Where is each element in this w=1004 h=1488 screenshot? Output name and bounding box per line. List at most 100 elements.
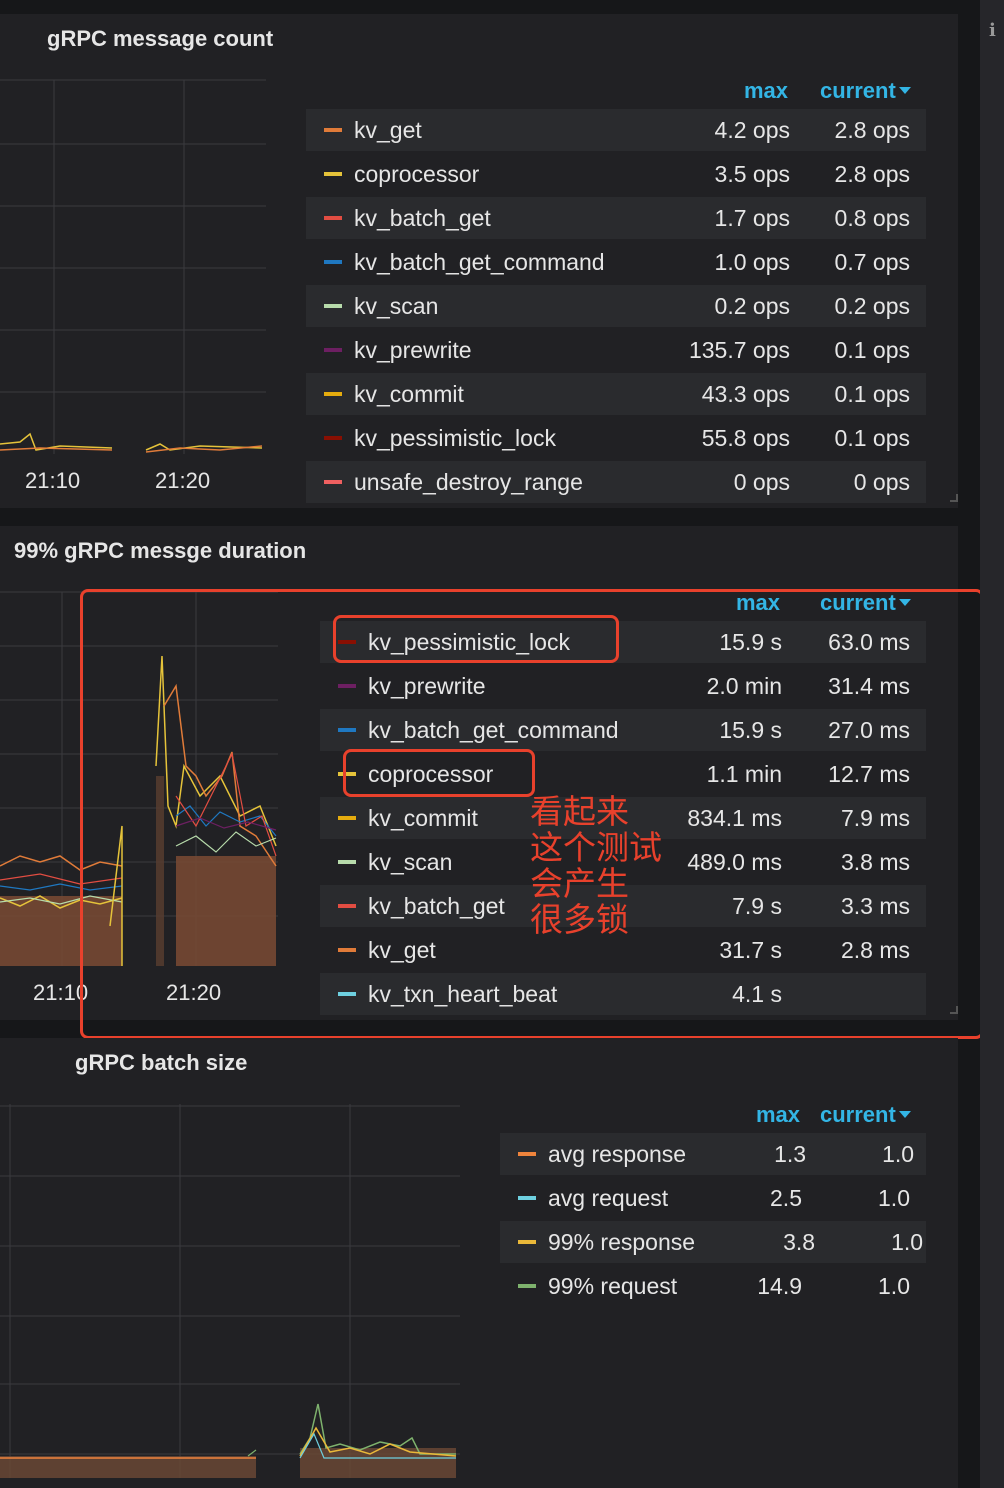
scrollbar-track[interactable] xyxy=(980,0,1004,1488)
series-max-value: 2.0 min xyxy=(706,672,782,699)
series-color-swatch[interactable] xyxy=(338,772,356,776)
series-color-swatch[interactable] xyxy=(338,684,356,688)
series-color-swatch[interactable] xyxy=(338,948,356,952)
legend-row[interactable]: avg response 1.3 1.0 xyxy=(500,1133,926,1175)
panel-title[interactable]: gRPC message count xyxy=(47,26,274,51)
series-color-swatch[interactable] xyxy=(518,1284,536,1288)
series-color-swatch[interactable] xyxy=(324,216,342,220)
series-current-value: 0 ops xyxy=(853,468,910,495)
legend-row[interactable]: kv_commit 43.3 ops 0.1 ops xyxy=(306,373,926,415)
legend-header-max[interactable]: max xyxy=(756,1102,801,1127)
annotation-text: 看起来 这个测试 会产生 很多锁 xyxy=(530,794,662,938)
series-name: kv_batch_get xyxy=(354,204,491,231)
panel-grpc-duration: 99% gRPC messge duration 21:10 21:20 xyxy=(0,526,958,1020)
legend-row[interactable]: kv_batch_get_command 15.9 s 27.0 ms xyxy=(320,709,926,751)
series-name: kv_prewrite xyxy=(368,672,486,699)
series-name: kv_pessimistic_lock xyxy=(354,424,556,451)
series-color-swatch[interactable] xyxy=(338,860,356,864)
series-max-value: 15.9 s xyxy=(719,628,782,655)
series-color-swatch[interactable] xyxy=(324,172,342,176)
series-max-value: 0 ops xyxy=(733,468,790,495)
series-color-swatch[interactable] xyxy=(324,436,342,440)
panel-title[interactable]: 99% gRPC messge duration xyxy=(14,538,307,563)
series-max-value: 7.9 s xyxy=(732,892,782,919)
series-max-value: 14.9 xyxy=(757,1272,802,1299)
series-name: kv_commit xyxy=(368,804,478,831)
series-color-swatch[interactable] xyxy=(324,128,342,132)
series-color-swatch[interactable] xyxy=(338,992,356,996)
duration-graph[interactable] xyxy=(0,526,300,1020)
legend-header-max[interactable]: max xyxy=(744,78,789,103)
panel-grpc-batch-size: gRPC batch size max current avg response… xyxy=(0,1038,958,1488)
panel-title[interactable]: gRPC batch size xyxy=(75,1050,248,1075)
legend-row[interactable]: kv_batch_get 7.9 s 3.3 ms xyxy=(320,885,926,927)
series-name: kv_pessimistic_lock xyxy=(368,628,570,655)
message-count-graph[interactable] xyxy=(0,14,300,508)
legend-row[interactable]: unsafe_destroy_range 0 ops 0 ops xyxy=(306,461,926,503)
info-icon[interactable]: i xyxy=(989,20,996,41)
legend-row[interactable]: kv_pessimistic_lock 15.9 s 63.0 ms xyxy=(320,621,926,663)
legend-duration: max current kv_pessimistic_lock 15.9 s 63.… xyxy=(320,526,926,1020)
series-color-swatch[interactable] xyxy=(518,1152,536,1156)
series-name: coprocessor xyxy=(368,760,494,787)
series-name: kv_get xyxy=(354,116,422,143)
legend-row[interactable]: kv_commit 834.1 ms 7.9 ms xyxy=(320,797,926,839)
series-max-value: 43.3 ops xyxy=(701,380,790,407)
series-color-swatch[interactable] xyxy=(324,304,342,308)
legend-row[interactable]: avg request 2.5 1.0 xyxy=(500,1177,926,1219)
sort-desc-icon xyxy=(898,1110,911,1118)
series-color-swatch[interactable] xyxy=(338,728,356,732)
panel-grpc-message-count: gRPC message count 21:10 21:20 max curre… xyxy=(0,14,958,508)
legend-row[interactable]: kv_get 4.2 ops 2.8 ops xyxy=(306,109,926,151)
series-color-swatch[interactable] xyxy=(338,904,356,908)
series-max-value: 15.9 s xyxy=(719,716,782,743)
legend-row[interactable]: kv_txn_heart_beat 4.1 s xyxy=(320,973,926,1015)
series-color-swatch[interactable] xyxy=(338,816,356,820)
series-color-swatch[interactable] xyxy=(324,392,342,396)
series-name: kv_txn_heart_beat xyxy=(368,980,558,1007)
batch-size-graph[interactable] xyxy=(0,1038,470,1488)
series-current-value: 0.1 ops xyxy=(834,424,910,451)
series-name: 99% request xyxy=(548,1272,678,1299)
annotation-line: 很多锁 xyxy=(530,900,629,939)
series-color-swatch[interactable] xyxy=(324,348,342,352)
series-color-swatch[interactable] xyxy=(324,260,342,264)
legend-header-current[interactable]: current xyxy=(820,78,911,104)
legend-row[interactable]: kv_batch_get_command 1.0 ops 0.7 ops xyxy=(306,241,926,283)
legend-row[interactable]: kv_prewrite 2.0 min 31.4 ms xyxy=(320,665,926,707)
series-max-value: 135.7 ops xyxy=(688,336,790,363)
series-current-value: 1.0 xyxy=(882,1140,915,1167)
legend-row[interactable]: kv_scan 489.0 ms 3.8 ms xyxy=(320,841,926,883)
legend-row[interactable]: kv_prewrite 135.7 ops 0.1 ops xyxy=(306,329,926,371)
series-color-swatch[interactable] xyxy=(324,480,342,484)
legend-row[interactable]: coprocessor 1.1 min 12.7 ms xyxy=(320,753,926,795)
series-current-value: 7.9 ms xyxy=(840,804,910,831)
legend-row[interactable]: kv_get 31.7 s 2.8 ms xyxy=(320,929,926,971)
legend-row[interactable]: 99% request 14.9 1.0 xyxy=(500,1265,926,1307)
series-max-value: 1.7 ops xyxy=(714,204,790,231)
series-color-swatch[interactable] xyxy=(518,1196,536,1200)
series-current-value: 0.1 ops xyxy=(834,336,910,363)
series-max-value: 2.5 xyxy=(770,1184,802,1211)
series-max-value: 31.7 s xyxy=(719,936,782,963)
legend-row[interactable]: coprocessor 3.5 ops 2.8 ops xyxy=(306,153,926,195)
legend-header-current[interactable]: current xyxy=(820,1102,911,1128)
series-name: unsafe_destroy_range xyxy=(354,468,583,495)
legend-header-max[interactable]: max xyxy=(736,590,781,615)
series-current-value: 2.8 ops xyxy=(834,160,910,187)
series-current-value: 31.4 ms xyxy=(828,672,910,699)
legend-row[interactable]: kv_pessimistic_lock 55.8 ops 0.1 ops xyxy=(306,417,926,459)
legend-row[interactable]: 99% response 3.8 1.0 xyxy=(500,1221,926,1263)
series-current-value: 2.8 ops xyxy=(834,116,910,143)
series-color-swatch[interactable] xyxy=(518,1240,536,1244)
annotation-line: 这个测试 xyxy=(530,828,662,867)
series-current-value: 63.0 ms xyxy=(828,628,910,655)
legend-row[interactable]: kv_scan 0.2 ops 0.2 ops xyxy=(306,285,926,327)
series-max-value: 1.3 xyxy=(774,1140,807,1167)
series-max-value: 3.8 xyxy=(783,1228,816,1255)
legend-row[interactable]: kv_batch_get 1.7 ops 0.8 ops xyxy=(306,197,926,239)
legend-header-current[interactable]: current xyxy=(820,590,911,616)
resize-handle-icon[interactable] xyxy=(950,1006,958,1014)
resize-handle-icon[interactable] xyxy=(950,494,958,502)
series-color-swatch[interactable] xyxy=(338,640,356,644)
